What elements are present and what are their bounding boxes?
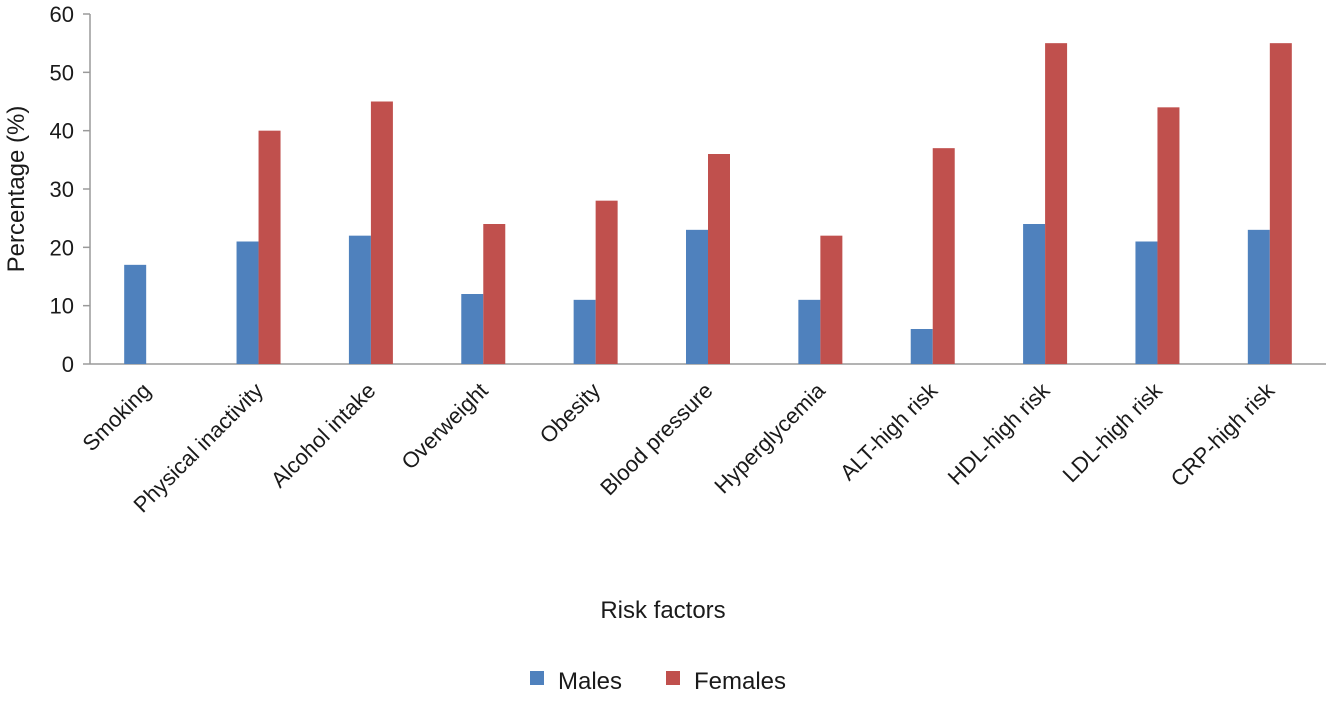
y-axis-ticks: 0 10 20 30 40 50 60: [50, 2, 90, 377]
bar-males-1: [124, 264, 147, 364]
bar-males-5: [573, 299, 596, 364]
legend-label-males: Males: [558, 668, 622, 695]
x-category-label: HDL-high risk: [943, 377, 1056, 490]
bar-females-4: [483, 224, 506, 364]
bar-males-9: [1023, 224, 1046, 364]
bar-males-11: [1247, 229, 1270, 364]
x-axis-title: Risk factors: [600, 597, 725, 624]
x-category-label: ALT-high risk: [835, 377, 943, 485]
y-tick-label: 30: [50, 177, 74, 202]
legend-label-females: Females: [694, 668, 786, 695]
bar-males-3: [348, 235, 371, 364]
x-category-label: Overweight: [396, 378, 492, 474]
x-category-label: Blood pressure: [595, 378, 717, 500]
y-tick-label: 20: [50, 235, 74, 260]
x-category-label: Smoking: [78, 378, 156, 456]
legend: Males Females: [530, 668, 786, 695]
bar-females-10: [1157, 107, 1180, 364]
bar-males-2: [236, 241, 259, 364]
legend-swatch-males: [530, 671, 544, 685]
bar-females-8: [932, 148, 955, 364]
y-axis-title: Percentage (%): [3, 106, 30, 273]
bar-females-11: [1269, 43, 1292, 365]
bar-females-2: [258, 130, 281, 364]
x-category-label: Alcohol intake: [266, 378, 381, 493]
x-category-label: LDL-high risk: [1058, 377, 1168, 487]
x-category-label: Obesity: [535, 378, 605, 448]
y-tick-label: 0: [62, 352, 74, 377]
bars-group: [124, 43, 1292, 365]
bar-males-6: [686, 229, 708, 364]
bar-females-3: [370, 101, 393, 364]
x-category-label: Hyperglycemia: [709, 377, 830, 498]
y-tick-label: 50: [50, 60, 74, 85]
bar-females-9: [1045, 43, 1068, 365]
bar-males-7: [798, 299, 821, 364]
bar-males-8: [910, 329, 933, 364]
x-category-label: CRP-high risk: [1166, 377, 1280, 491]
y-tick-label: 60: [50, 2, 74, 27]
bar-males-10: [1135, 241, 1158, 364]
bar-females-5: [595, 200, 618, 364]
bar-males-4: [461, 294, 484, 364]
y-tick-label: 10: [50, 294, 74, 319]
bar-females-7: [820, 235, 843, 364]
y-tick-label: 40: [50, 119, 74, 144]
legend-swatch-females: [666, 671, 680, 685]
bar-females-6: [708, 154, 730, 364]
